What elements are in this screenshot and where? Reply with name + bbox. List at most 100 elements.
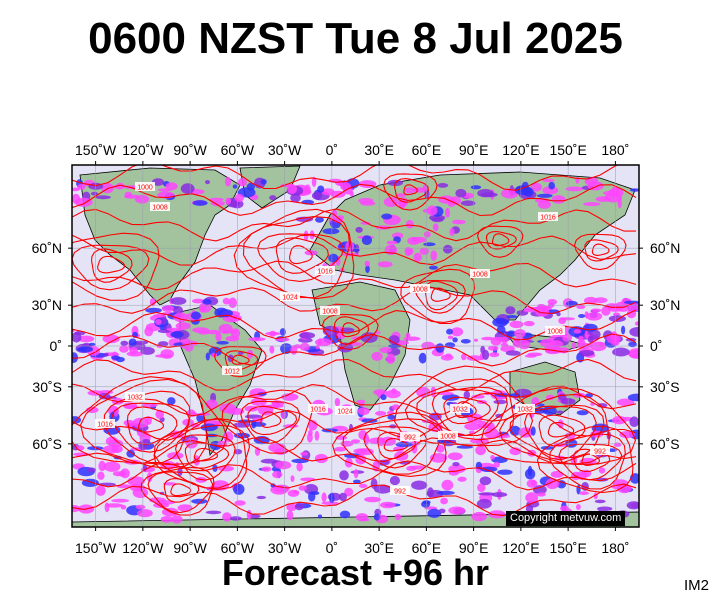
isobar (430, 287, 451, 302)
precip-patch (177, 504, 193, 512)
precip-patch (578, 491, 590, 496)
lon-tick-label-top: 30˚W (267, 142, 302, 158)
precip-patch (389, 475, 400, 486)
isobar-label: 1016 (315, 266, 335, 276)
precip-patch (583, 296, 598, 305)
precip-patch (290, 345, 298, 355)
precip-patch (190, 311, 201, 320)
precip-patch (192, 200, 208, 206)
isobar (72, 460, 637, 491)
precip-patch (377, 261, 393, 268)
precip-patch (234, 500, 246, 506)
precip-patch (95, 485, 106, 496)
precip-patch (298, 485, 308, 491)
precip-patch (423, 231, 431, 238)
eurasia (309, 171, 636, 321)
precip-patch (565, 186, 584, 192)
precip-patch (478, 492, 496, 496)
precip-patch (404, 187, 415, 194)
svg-text:1024: 1024 (337, 409, 353, 416)
precip-patch (407, 236, 421, 245)
precip-patch (506, 330, 517, 337)
precip-patch (533, 485, 547, 495)
precip-patch (365, 264, 370, 274)
precip-patch (299, 332, 316, 339)
precip-patch (430, 250, 438, 261)
precip-patch (103, 461, 121, 472)
isobar (341, 322, 360, 338)
precip-patch (126, 449, 135, 458)
isobar (72, 333, 637, 367)
precip-patch (247, 349, 254, 359)
precip-patch (419, 247, 429, 255)
precip-patch (229, 516, 242, 521)
isobar-labels: 1008 1008 1016 1024 1016 1008 1012 1000 1008 1008… (95, 182, 610, 496)
precip-patch (180, 183, 195, 194)
precip-patch (90, 191, 99, 196)
isobar (491, 233, 510, 247)
copyright-badge: Copyright metvuw.com (506, 511, 626, 526)
precip-patch (88, 342, 96, 346)
precip-patch (355, 513, 369, 522)
svg-text:1016: 1016 (310, 407, 326, 414)
precip-patch (120, 340, 129, 346)
precip-patch (344, 487, 354, 497)
precip-patch (198, 303, 207, 313)
isobar (153, 418, 248, 490)
isobar (424, 280, 459, 311)
isobar-label: 992 (390, 486, 410, 496)
precip-patch (583, 323, 598, 332)
precip-patch (314, 453, 328, 464)
precip-patch (428, 265, 438, 270)
precip-patch (457, 476, 467, 482)
precip-patch (559, 317, 576, 321)
precip-patch (165, 182, 178, 191)
precip-patch (476, 498, 492, 509)
forecast-label: Forecast +96 hr (221, 552, 490, 593)
precip-patch (205, 329, 221, 335)
precip-patch (370, 478, 378, 490)
precip-patch (77, 346, 94, 353)
isobar-label: 1008 (545, 326, 565, 336)
svg-text:1008: 1008 (440, 434, 456, 441)
lon-tick-label-bottom: 150˚W (75, 540, 117, 556)
precip-patch (555, 410, 564, 414)
precip-patch (527, 352, 543, 357)
precip-patch (72, 332, 82, 343)
precip-patch (448, 506, 466, 515)
precip-patch (223, 431, 234, 443)
isobar (591, 243, 610, 256)
precip-patch (627, 393, 639, 402)
precip-patch (364, 260, 370, 267)
precip-patch (411, 480, 428, 490)
precip-patch (449, 228, 455, 236)
lon-tick-label-top: 90˚E (458, 142, 489, 158)
precip-patch (171, 515, 183, 524)
precip-patch (272, 471, 283, 479)
precip-patch (560, 505, 569, 512)
svg-text:992: 992 (594, 449, 606, 456)
precip-patch (337, 334, 346, 340)
precip-patch (607, 303, 623, 312)
precip-patch (314, 430, 320, 441)
isobar (72, 483, 637, 517)
svg-text:1024: 1024 (282, 295, 298, 302)
svg-text:1032: 1032 (452, 407, 468, 414)
svg-text:1008: 1008 (152, 205, 168, 212)
isobar-label: 1016 (308, 404, 328, 414)
precip-patch (585, 312, 603, 321)
precip-patch (269, 345, 275, 354)
precip-patch (413, 252, 422, 262)
isobar (558, 443, 623, 481)
precip-patch (142, 439, 151, 444)
isobar (72, 165, 619, 191)
precip-patch (321, 501, 339, 506)
precip-patch (129, 346, 138, 355)
precip-patch (355, 226, 363, 233)
precip-patch (514, 185, 532, 196)
lon-tick-label-bottom: 30˚E (364, 540, 394, 556)
precip-patch (286, 503, 297, 512)
precip-patch (167, 397, 176, 406)
lat-tick-label-left: 0˚ (49, 338, 62, 354)
precip-patch (629, 327, 639, 337)
